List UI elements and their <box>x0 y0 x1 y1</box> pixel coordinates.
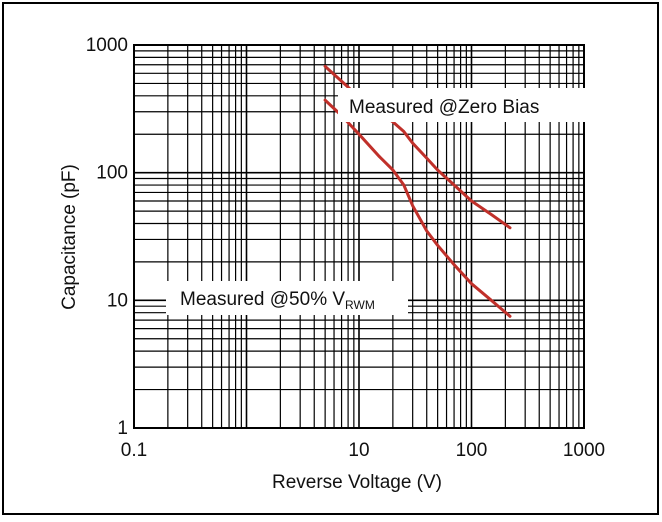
half-vrwm-label-main: Measured @50% V <box>180 289 345 310</box>
y-tick-label: 100 <box>96 163 128 184</box>
grid <box>133 45 584 429</box>
x-tick-label: 100 <box>456 440 488 461</box>
y-axis-label: Capacitance (pF) <box>59 164 80 310</box>
half-vrwm-label-bg <box>166 281 408 315</box>
x-axis-label: Reverse Voltage (V) <box>272 472 442 493</box>
tick-labels: 0.1 10 100 1000 1 10 100 1000 <box>86 35 605 461</box>
plot-border <box>133 44 585 429</box>
half-vrwm-label-sub: RWM <box>345 298 375 312</box>
x-tick-label: 1000 <box>563 440 605 461</box>
zero-bias-label-bg <box>338 88 588 122</box>
x-tick-label: 10 <box>348 440 369 461</box>
y-tick-label: 1000 <box>86 35 128 56</box>
series-line-2 <box>323 98 512 318</box>
y-tick-label: 10 <box>107 290 128 311</box>
half-vrwm-label: Measured @50% VRWM <box>180 289 375 312</box>
outer-border <box>2 2 659 515</box>
x-tick-label: 0.1 <box>121 440 147 461</box>
zero-bias-label: Measured @Zero Bias <box>349 97 539 118</box>
y-tick-label: 1 <box>117 418 128 439</box>
